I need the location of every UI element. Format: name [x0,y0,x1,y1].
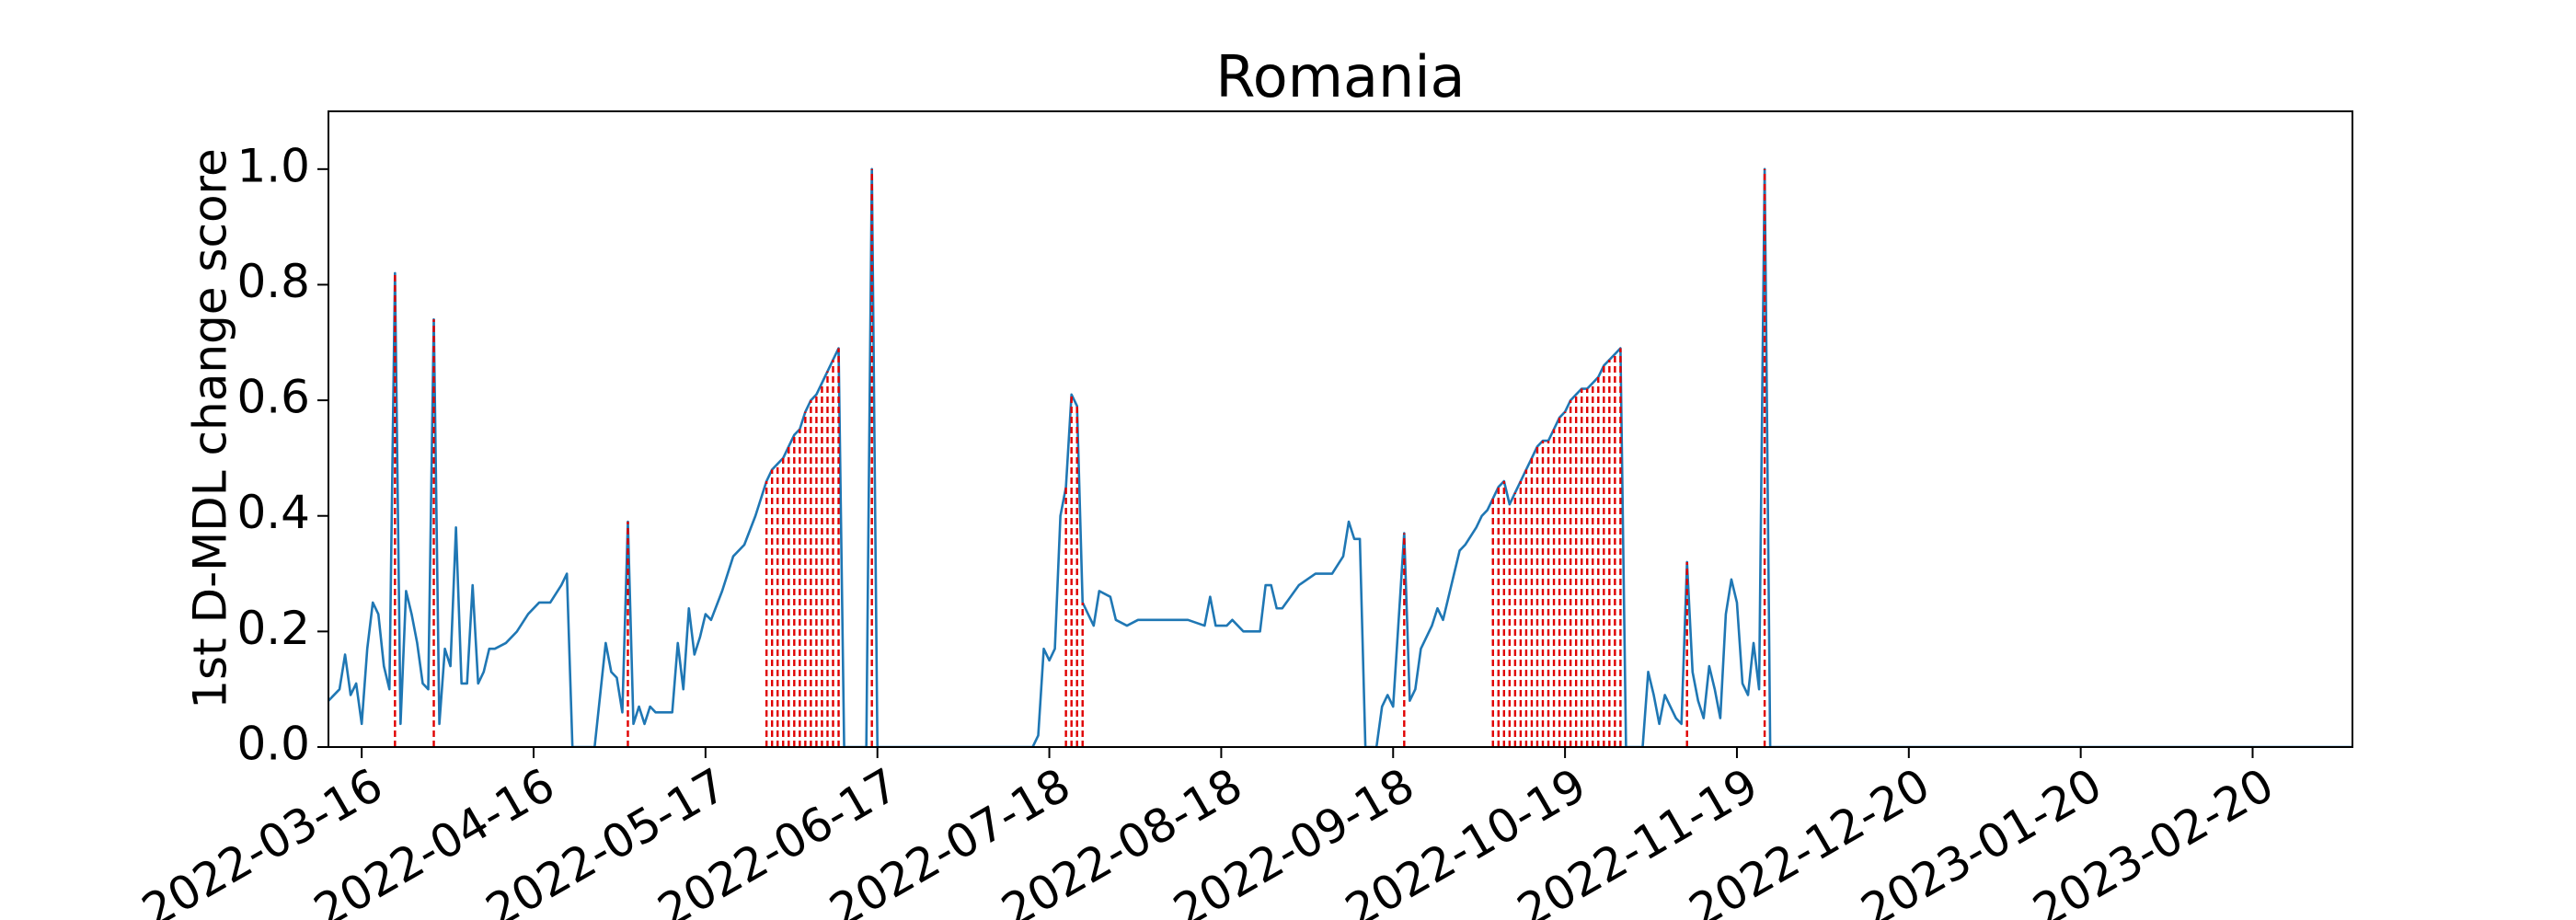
y-tick-label: 0.8 [236,255,310,308]
y-tick-label: 0.0 [236,718,310,771]
y-tick-label: 0.6 [236,371,310,424]
chart-title: Romania [1215,43,1465,110]
plot-frame [328,110,2353,748]
y-tick-label: 0.2 [236,602,310,655]
data-line [328,167,2352,747]
y-tick-label: 1.0 [236,139,310,192]
y-axis-label: 1st D-MDL change score [184,148,237,709]
y-tick-label: 0.4 [236,486,310,539]
